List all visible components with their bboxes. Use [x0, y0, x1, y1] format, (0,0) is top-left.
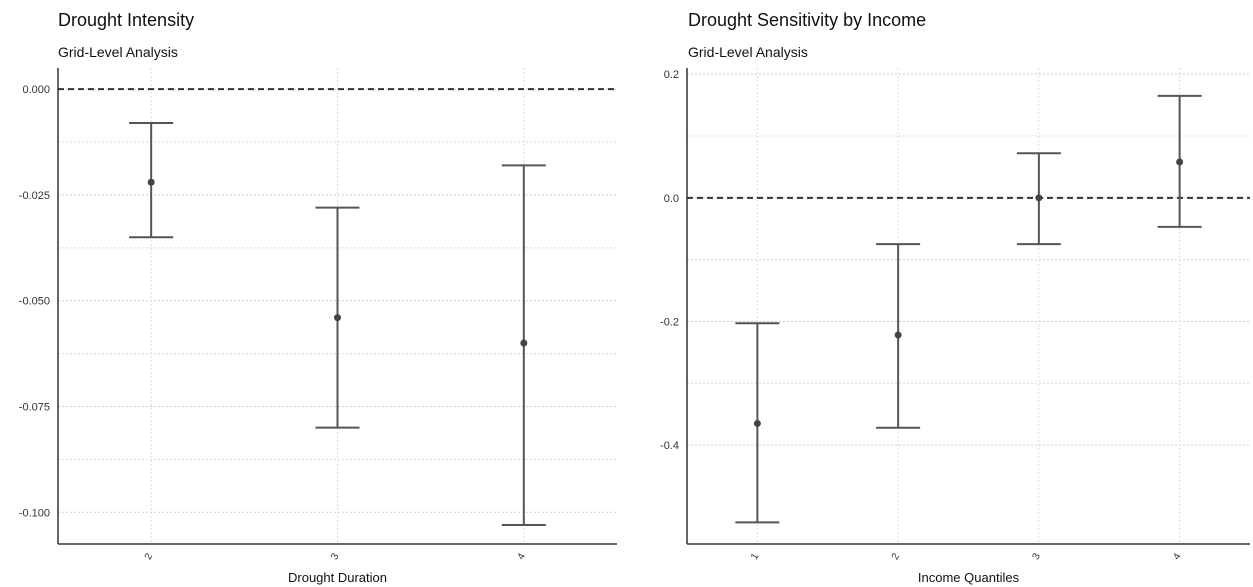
x-axis-title: Income Quantiles	[918, 570, 1020, 585]
y-tick-label: -0.100	[19, 507, 50, 519]
y-tick-label: 0.000	[22, 84, 50, 96]
y-tick-label: -0.2	[660, 316, 679, 328]
y-tick-label: 0.0	[664, 193, 679, 205]
x-tick-label: 2	[890, 551, 903, 562]
y-tick-label: -0.025	[19, 190, 50, 202]
x-tick-label: 3	[1031, 551, 1044, 562]
data-point	[894, 331, 902, 339]
chart-plot-area: 0.2 0.0 -0.2 -0.4 1 2 3 4 Income Quantiles	[660, 68, 1250, 585]
data-point	[1176, 158, 1184, 166]
y-tick-label: -0.075	[19, 401, 50, 413]
data-point	[1035, 194, 1043, 202]
chart-plot-area: 0.000 -0.025 -0.050 -0.075 -0.100 2 3 4 Drought …	[19, 68, 617, 585]
chart-subtitle: Grid-Level Analysis	[688, 44, 808, 60]
y-tick-label: -0.4	[660, 440, 679, 452]
y-tick-label: -0.050	[19, 296, 50, 308]
data-point	[520, 339, 528, 347]
data-point	[753, 419, 761, 427]
chart-panel-income: Drought Sensitivity by Income Grid-Level…	[630, 0, 1253, 587]
data-point	[147, 178, 155, 186]
chart-panel-drought-intensity: Drought Intensity Grid-Level Analysis 0.…	[0, 0, 620, 587]
x-tick-label: 3	[329, 551, 342, 562]
x-axis-title: Drought Duration	[288, 570, 387, 585]
x-tick-label: 4	[516, 551, 529, 562]
data-point	[334, 314, 341, 322]
y-tick-label: 0.2	[664, 69, 679, 81]
x-tick-label: 2	[143, 551, 156, 562]
chart-title: Drought Intensity	[58, 10, 195, 30]
x-tick-label: 4	[1171, 551, 1184, 562]
chart-title: Drought Sensitivity by Income	[688, 10, 927, 30]
x-tick-label: 1	[749, 551, 762, 562]
chart-subtitle: Grid-Level Analysis	[58, 44, 178, 60]
